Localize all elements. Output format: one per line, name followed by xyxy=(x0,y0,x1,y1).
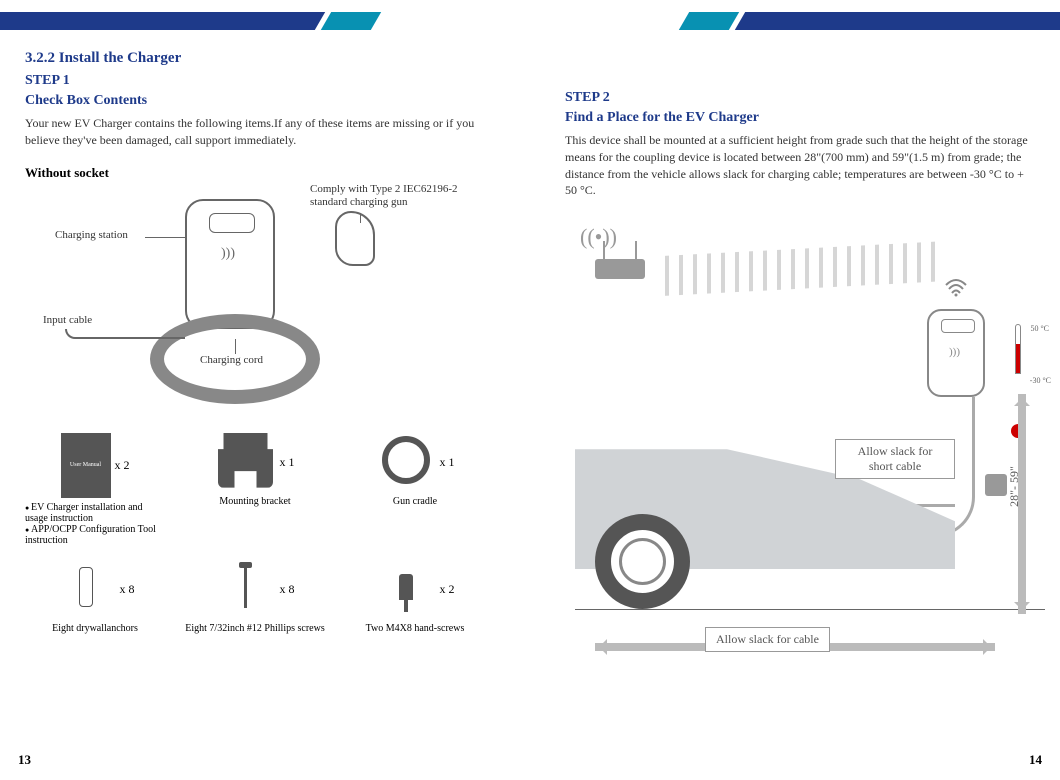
manual-icon: User Manual xyxy=(61,433,111,498)
page-number-left: 13 xyxy=(18,752,31,768)
items-row-2: x 8 Eight drywallanchors x 8 Eight 7/32i… xyxy=(25,560,495,635)
item-handscrews: x 2 Two M4X8 hand-screws xyxy=(345,560,485,635)
header-decor-right xyxy=(684,12,1060,34)
section-title: 3.2.2 Install the Charger xyxy=(25,50,495,67)
handscrew-icon xyxy=(399,574,413,600)
router-icon xyxy=(595,259,645,279)
label-charging-gun: Comply with Type 2 IEC62196-2 standard c… xyxy=(310,183,480,209)
label-charging-cord: Charging cord xyxy=(200,354,263,366)
bracket-icon xyxy=(218,433,273,488)
label-input-cable: Input cable xyxy=(43,314,92,326)
items-row-1: User Manual x 2 EV Charger installation … xyxy=(25,433,495,546)
wall-socket-icon xyxy=(985,474,1007,496)
page-number-right: 14 xyxy=(1029,752,1042,768)
signal-path-icon xyxy=(655,242,935,297)
step2-intro: This device shall be mounted at a suffic… xyxy=(565,132,1035,199)
input-cable-icon xyxy=(65,329,185,339)
wall-charger-icon: ))) xyxy=(927,309,985,397)
step1-subtitle: Check Box Contents xyxy=(25,93,495,109)
charging-gun-icon xyxy=(335,211,375,266)
left-page: 3.2.2 Install the Charger STEP 1 Check B… xyxy=(15,50,505,635)
slack-short-label: Allow slack for short cable xyxy=(835,439,955,479)
box-contents-diagram: ))) Charging station Comply with Type 2 … xyxy=(25,189,485,419)
step2-subtitle: Find a Place for the EV Charger xyxy=(565,110,1035,126)
diagram-heading: Without socket xyxy=(25,165,495,181)
router-signal-icon: ((•)) xyxy=(580,224,617,250)
step1-intro: Your new EV Charger contains the followi… xyxy=(25,115,495,149)
screw-icon xyxy=(244,566,247,608)
item-mounting-bracket: x 1 Mounting bracket xyxy=(185,433,325,508)
item-anchors: x 8 Eight drywallanchors xyxy=(25,560,165,635)
anchor-icon xyxy=(79,567,93,607)
placement-illustration: ((•)) ))) 50 °C -30 °C Allow slack for s… xyxy=(565,219,1045,649)
cradle-icon xyxy=(382,436,430,484)
item-gun-cradle: x 1 Gun cradle xyxy=(345,433,485,508)
right-page: STEP 2 Find a Place for the EV Charger T… xyxy=(555,90,1045,649)
height-dimension-label: 28"- 59" xyxy=(1007,466,1022,507)
floor-line xyxy=(575,609,1045,610)
header-decor-left xyxy=(0,12,376,34)
label-charging-station: Charging station xyxy=(55,229,128,241)
wifi-icon xyxy=(945,279,967,302)
manual-bullets: EV Charger installation and usage instru… xyxy=(25,502,165,546)
charger-station-icon: ))) xyxy=(185,199,275,329)
step2-label: STEP 2 xyxy=(565,90,1035,106)
item-screws: x 8 Eight 7/32inch #12 Phillips screws xyxy=(185,560,325,635)
item-user-manual: User Manual x 2 EV Charger installation … xyxy=(25,433,165,546)
step1-label: STEP 1 xyxy=(25,73,495,89)
slack-cable-label: Allow slack for cable xyxy=(705,627,830,652)
